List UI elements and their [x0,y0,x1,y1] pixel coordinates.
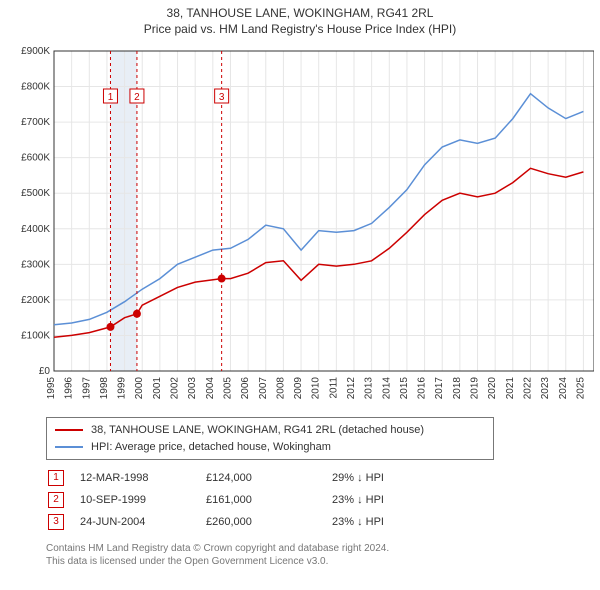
legend-label-1: HPI: Average price, detached house, Woki… [91,439,331,456]
transaction-rel-hpi: 29% ↓ HPI [332,468,398,488]
x-tick-label: 2010 [311,377,322,400]
transactions-table: 1 12-MAR-1998£124,00029% ↓ HPI 2 10-SEP-199… [46,466,400,534]
sale-marker-dot [218,275,226,283]
legend-swatch-0 [55,429,83,431]
transaction-price: £260,000 [206,512,330,532]
transaction-badge: 3 [48,514,64,530]
footer-line-1: Contains HM Land Registry data © Crown c… [46,542,594,555]
sale-marker-dot [106,323,114,331]
y-tick-label: £200K [21,295,50,306]
x-tick-label: 2005 [222,377,233,400]
transaction-badge: 2 [48,492,64,508]
title-line-1: 38, TANHOUSE LANE, WOKINGHAM, RG41 2RL [6,6,594,22]
x-tick-label: 2018 [452,377,463,400]
transaction-price: £161,000 [206,490,330,510]
x-tick-label: 2016 [417,377,428,400]
chart-titles: 38, TANHOUSE LANE, WOKINGHAM, RG41 2RL P… [6,6,594,37]
footer: Contains HM Land Registry data © Crown c… [46,542,594,568]
x-tick-label: 1999 [117,377,128,400]
x-tick-label: 2014 [381,377,392,400]
x-tick-label: 2002 [170,377,181,400]
x-tick-label: 2008 [275,377,286,400]
x-tick-label: 1995 [46,377,57,400]
x-tick-label: 1996 [64,377,75,400]
sale-marker-dot [133,310,141,318]
x-tick-label: 2012 [346,377,357,400]
x-tick-label: 1998 [99,377,110,400]
x-tick-label: 2020 [487,377,498,400]
x-tick-label: 2025 [575,377,586,400]
chart-svg: £0 £100K £200K £300K £400K £500K £600K £700K £80… [6,41,594,411]
y-tick-label: £900K [21,46,50,57]
legend-row-1: HPI: Average price, detached house, Woki… [55,439,485,456]
legend-label-0: 38, TANHOUSE LANE, WOKINGHAM, RG41 2RL (… [91,422,424,439]
y-tick-label: £100K [21,331,50,342]
y-tick-label: £700K [21,117,50,128]
transaction-price: £124,000 [206,468,330,488]
x-tick-label: 2023 [540,377,551,400]
x-tick-label: 2015 [399,377,410,400]
y-tick-label: £300K [21,260,50,271]
x-tick-label: 1997 [81,377,92,400]
transaction-rel-hpi: 23% ↓ HPI [332,490,398,510]
x-tick-label: 2004 [205,377,216,400]
x-tick-label: 2022 [522,377,533,400]
transaction-date: 10-SEP-1999 [80,490,204,510]
x-tick-label: 2021 [505,377,516,400]
transaction-badge: 1 [48,470,64,486]
y-tick-label: £400K [21,224,50,235]
y-tick-label: £800K [21,82,50,93]
legend-box: 38, TANHOUSE LANE, WOKINGHAM, RG41 2RL (… [46,417,494,460]
transaction-row: 3 24-JUN-2004£260,00023% ↓ HPI [48,512,398,532]
x-tick-label: 2007 [258,377,269,400]
x-tick-label: 2001 [152,377,163,400]
x-tick-label: 2017 [434,377,445,400]
sale-marker-badge-text: 2 [134,92,140,103]
x-tick-label: 2003 [187,377,198,400]
transaction-row: 2 10-SEP-1999£161,00023% ↓ HPI [48,490,398,510]
x-tick-label: 2006 [240,377,251,400]
y-tick-label: £500K [21,188,50,199]
transaction-row: 1 12-MAR-1998£124,00029% ↓ HPI [48,468,398,488]
transaction-date: 12-MAR-1998 [80,468,204,488]
x-tick-label: 2013 [364,377,375,400]
legend-row-0: 38, TANHOUSE LANE, WOKINGHAM, RG41 2RL (… [55,422,485,439]
sale-marker-badge-text: 3 [219,92,225,103]
y-tick-label: £0 [39,366,51,377]
x-tick-label: 2000 [134,377,145,400]
title-line-2: Price paid vs. HM Land Registry's House … [6,22,594,38]
footer-line-2: This data is licensed under the Open Gov… [46,555,594,568]
legend-swatch-1 [55,446,83,448]
chart-area: £0 £100K £200K £300K £400K £500K £600K £700K £80… [6,41,594,411]
x-tick-label: 2019 [470,377,481,400]
x-tick-label: 2011 [328,377,339,399]
x-tick-label: 2024 [558,377,569,400]
transaction-date: 24-JUN-2004 [80,512,204,532]
transaction-rel-hpi: 23% ↓ HPI [332,512,398,532]
sale-marker-badge-text: 1 [108,92,114,103]
x-tick-label: 2009 [293,377,304,400]
y-tick-label: £600K [21,153,50,164]
